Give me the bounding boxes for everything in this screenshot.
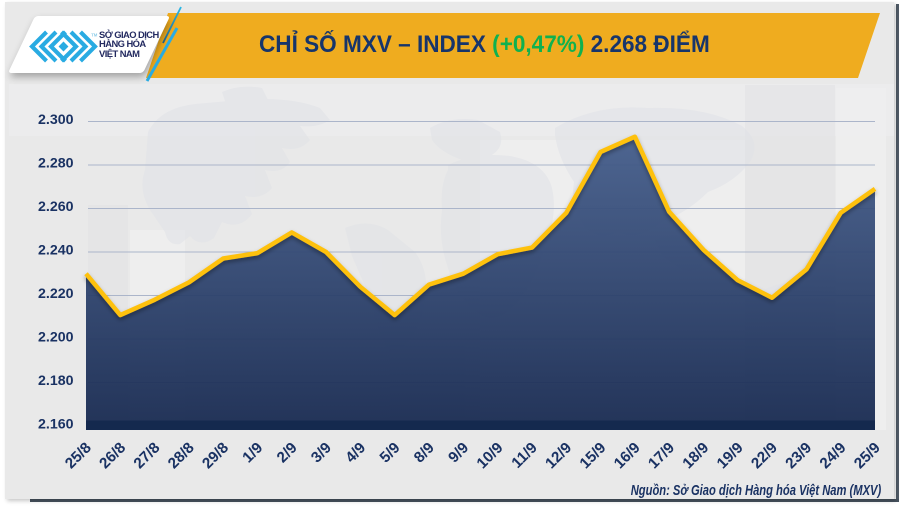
svg-text:2.180: 2.180: [38, 373, 74, 389]
svg-text:4/9: 4/9: [342, 439, 369, 466]
svg-text:8/9: 8/9: [411, 439, 438, 466]
svg-text:2/9: 2/9: [274, 439, 301, 466]
svg-text:16/9: 16/9: [611, 439, 644, 472]
svg-text:2.200: 2.200: [38, 329, 74, 345]
svg-text:1/9: 1/9: [239, 439, 266, 466]
svg-text:12/9: 12/9: [542, 439, 575, 472]
svg-text:17/9: 17/9: [645, 439, 678, 472]
svg-text:29/8: 29/8: [199, 439, 232, 472]
svg-text:22/9: 22/9: [748, 439, 781, 472]
svg-text:25/9: 25/9: [851, 439, 884, 472]
svg-text:11/9: 11/9: [508, 439, 540, 471]
svg-text:25/8: 25/8: [62, 439, 95, 472]
svg-text:9/9: 9/9: [445, 439, 472, 466]
svg-text:TM: TM: [91, 33, 98, 38]
svg-text:23/9: 23/9: [782, 439, 815, 472]
svg-text:2.220: 2.220: [38, 286, 74, 302]
svg-text:24/9: 24/9: [817, 439, 850, 472]
svg-text:2.160: 2.160: [38, 416, 74, 432]
svg-text:27/8: 27/8: [131, 439, 164, 472]
svg-text:15/9: 15/9: [577, 439, 610, 472]
svg-text:26/8: 26/8: [96, 439, 129, 472]
svg-text:5/9: 5/9: [377, 439, 404, 466]
svg-text:18/9: 18/9: [679, 439, 712, 472]
svg-text:2.240: 2.240: [38, 242, 74, 258]
svg-text:3/9: 3/9: [308, 439, 335, 466]
svg-text:2.280: 2.280: [38, 155, 74, 171]
svg-text:10/9: 10/9: [474, 439, 507, 472]
svg-text:19/9: 19/9: [714, 439, 747, 472]
svg-text:2.260: 2.260: [38, 199, 74, 215]
svg-text:28/8: 28/8: [165, 439, 198, 472]
svg-text:2.300: 2.300: [38, 112, 74, 128]
